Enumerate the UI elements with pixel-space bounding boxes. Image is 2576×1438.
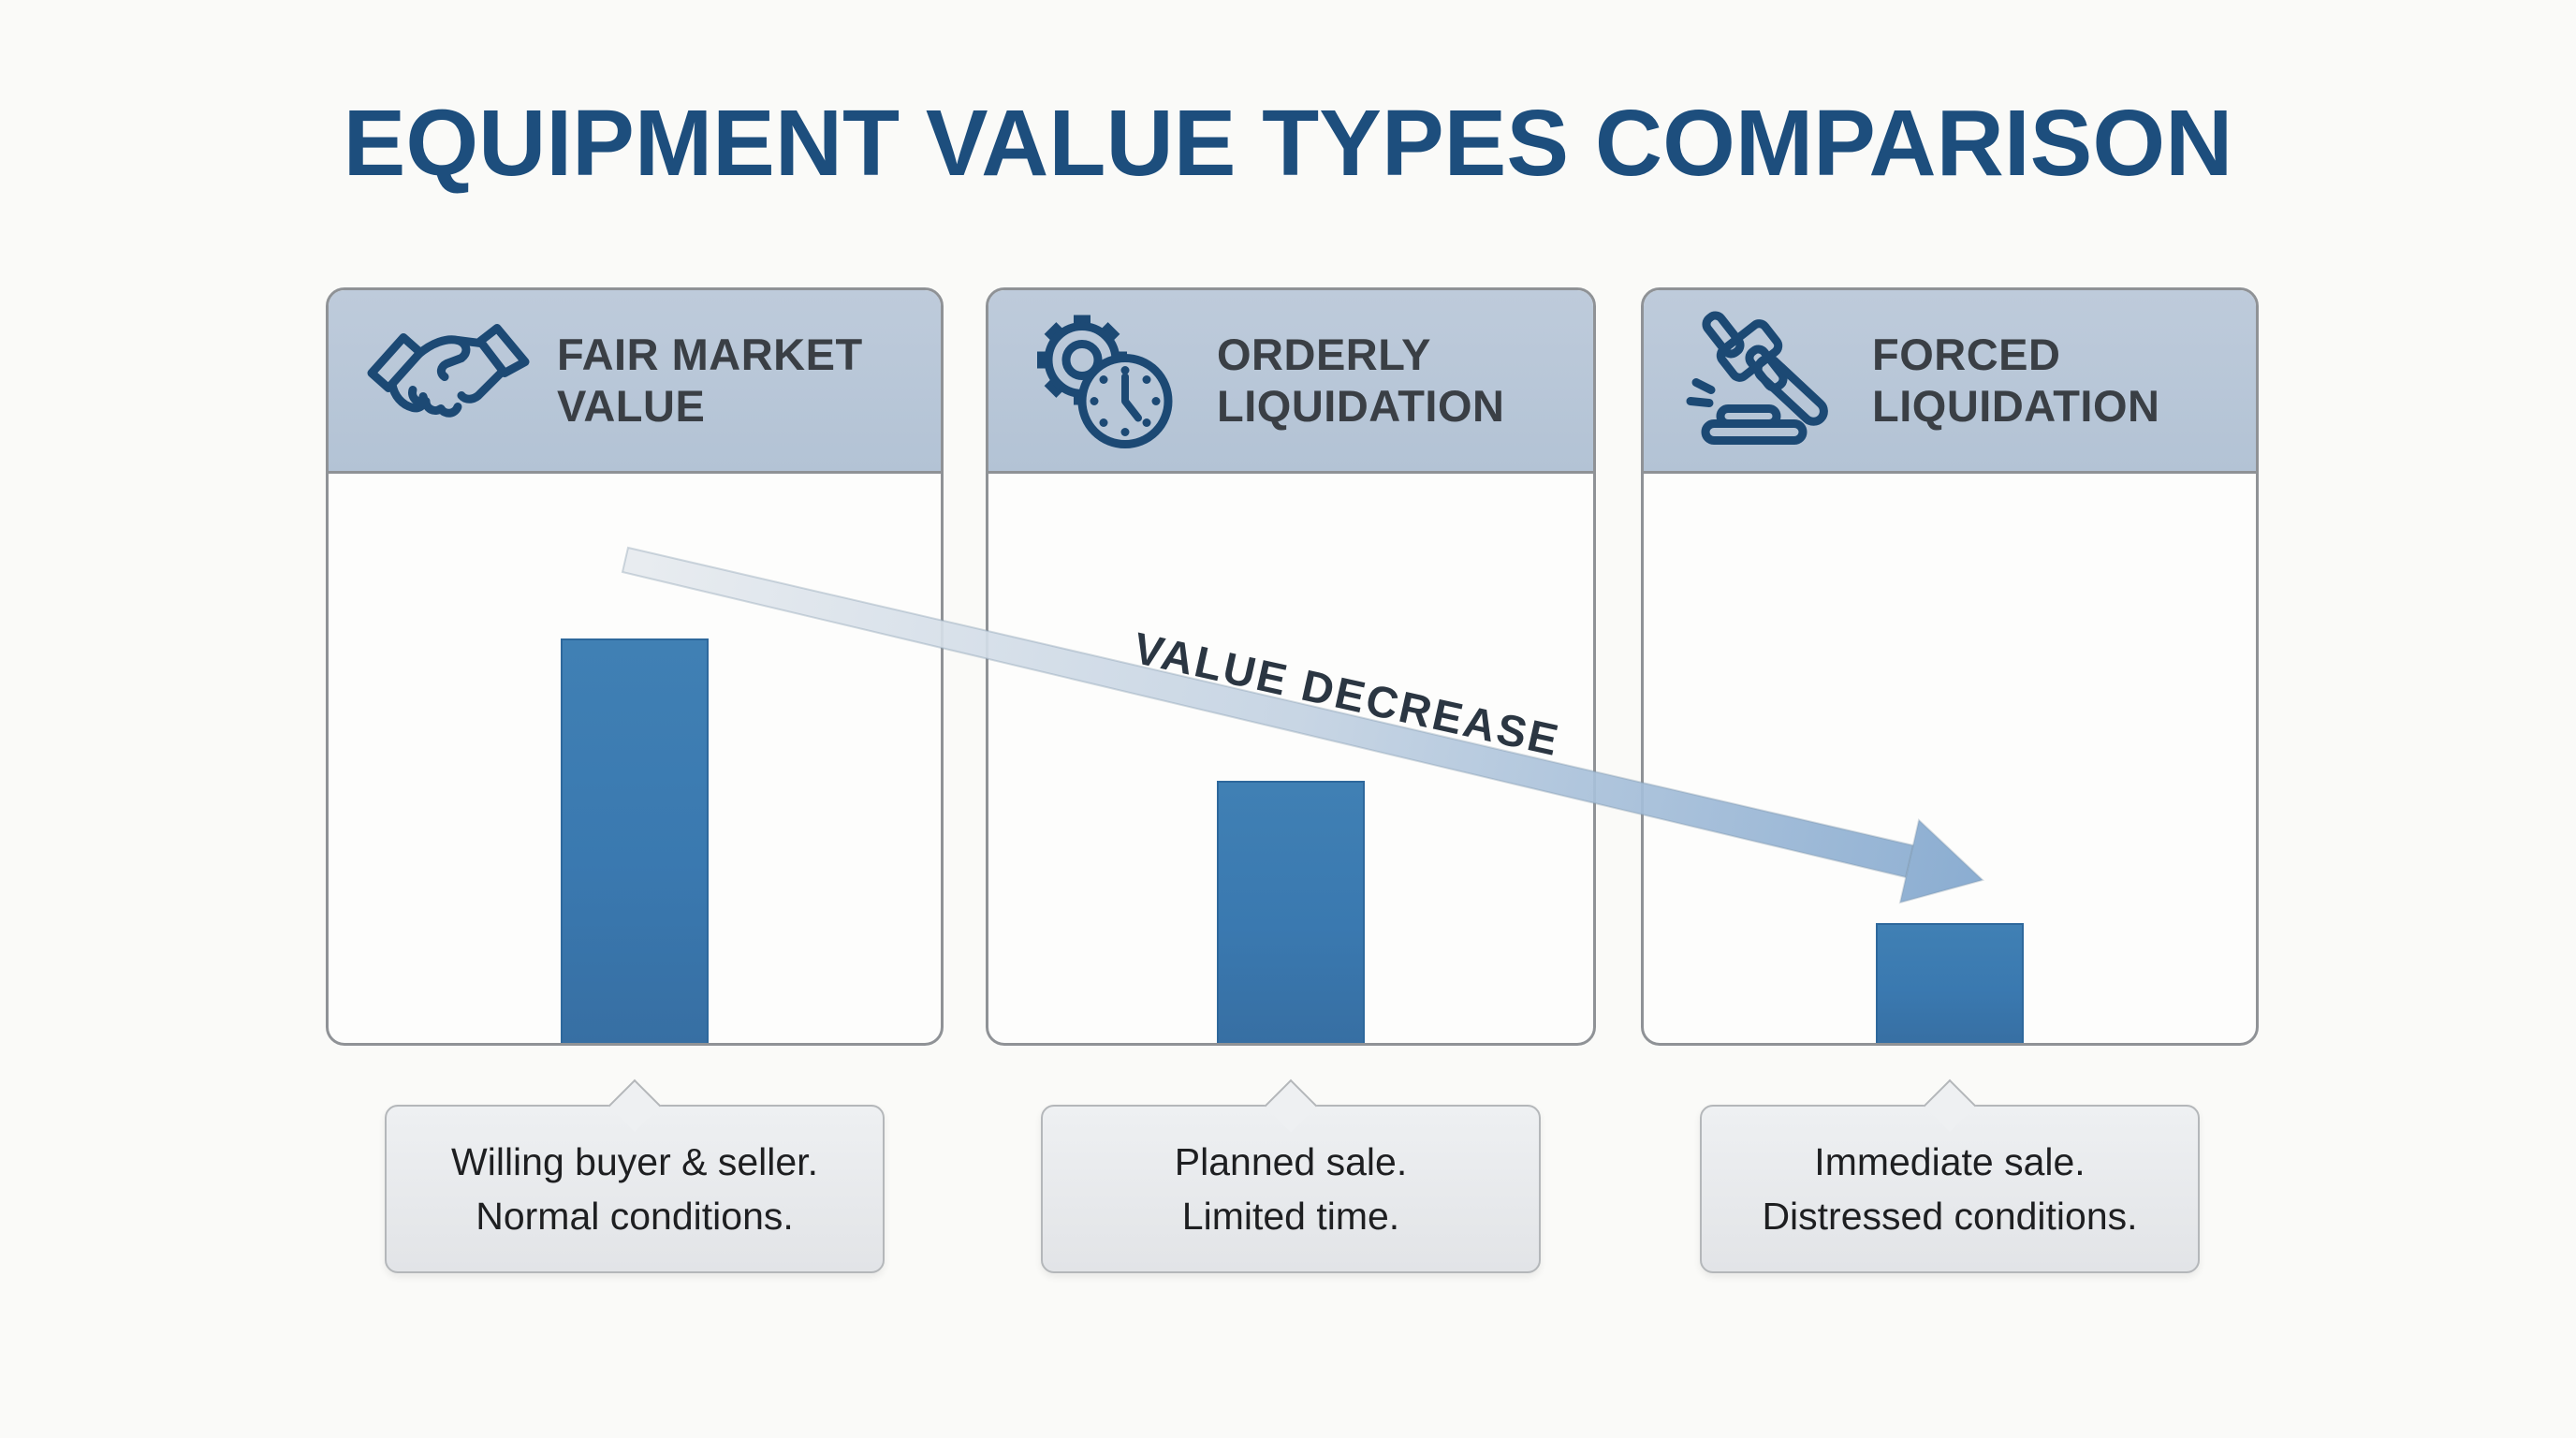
caption-line: Distressed conditions. [1762, 1195, 2138, 1238]
caption-line: Limited time. [1181, 1195, 1400, 1238]
caption-orderly-liquidation: Planned sale. Limited time. [1041, 1078, 1541, 1273]
card-title: FAIR MARKET VALUE [557, 330, 863, 433]
caption-pointer-up [1264, 1078, 1318, 1133]
card-title-line: FAIR MARKET [557, 329, 863, 379]
card-title-line: VALUE [557, 380, 706, 431]
caption-fair-market-value: Willing buyer & seller. Normal condition… [385, 1078, 885, 1273]
card-title: FORCED LIQUIDATION [1872, 330, 2160, 433]
card-body [1644, 474, 2256, 1043]
card-fair-market-value: FAIR MARKET VALUE [326, 287, 944, 1046]
card-title: ORDERLY LIQUIDATION [1217, 330, 1505, 433]
card-title-line: LIQUIDATION [1872, 380, 2160, 431]
card-header: FORCED LIQUIDATION [1644, 290, 2256, 474]
caption-line: Willing buyer & seller. [451, 1139, 818, 1183]
page-title: EQUIPMENT VALUE TYPES COMPARISON [343, 91, 2233, 196]
gear-clock-icon [1024, 303, 1193, 458]
card-header: FAIR MARKET VALUE [329, 290, 941, 474]
handshake-icon [364, 303, 533, 458]
value-bar [1217, 781, 1365, 1043]
value-bar [1876, 923, 2024, 1043]
caption-pointer-up [607, 1078, 662, 1133]
card-body [988, 474, 1593, 1043]
card-title-line: FORCED [1872, 329, 2061, 379]
value-bar [561, 638, 709, 1043]
caption-pointer-up [1923, 1078, 1977, 1133]
gavel-icon [1679, 303, 1848, 458]
card-header: ORDERLY LIQUIDATION [988, 290, 1593, 474]
card-title-line: LIQUIDATION [1217, 380, 1505, 431]
caption-forced-liquidation: Immediate sale. Distressed conditions. [1700, 1078, 2200, 1273]
caption-line: Normal conditions. [476, 1195, 794, 1238]
caption-line: Planned sale. [1174, 1139, 1408, 1183]
caption-line: Immediate sale. [1814, 1139, 2086, 1183]
card-body [329, 474, 941, 1043]
card-forced-liquidation: FORCED LIQUIDATION [1641, 287, 2259, 1046]
card-title-line: ORDERLY [1217, 329, 1431, 379]
